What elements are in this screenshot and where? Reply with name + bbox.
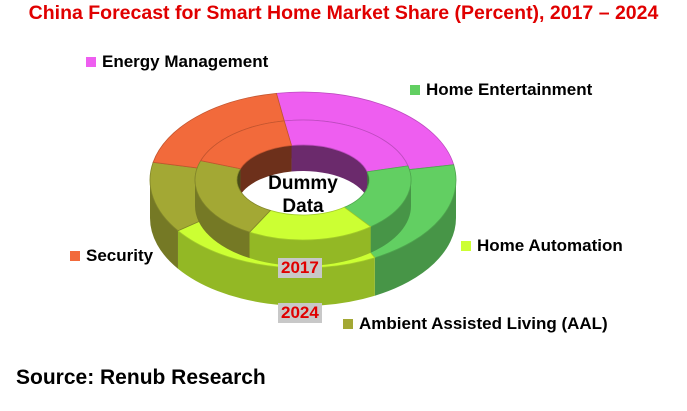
legend-swatch bbox=[461, 241, 471, 251]
center-label: Dummy Data bbox=[248, 172, 358, 218]
legend-item-security: Security bbox=[70, 246, 153, 266]
inner-2017-side-4 bbox=[195, 180, 250, 259]
legend-label: Home Automation bbox=[477, 236, 623, 255]
legend-item-energy-management: Energy Management bbox=[86, 52, 268, 72]
outer-2024-side-2 bbox=[374, 180, 456, 296]
legend-swatch bbox=[410, 85, 420, 95]
legend-label: Security bbox=[86, 246, 154, 265]
legend-item-home-entertainment: Home Entertainment bbox=[410, 80, 592, 100]
outer-2024-side-4 bbox=[150, 180, 178, 269]
legend-label: Energy Management bbox=[102, 52, 269, 71]
center-label-line-2: Data bbox=[282, 196, 324, 217]
year-label-2017: 2017 bbox=[278, 258, 322, 278]
center-label-line-1: Dummy bbox=[268, 173, 338, 194]
inner-2017-side-2 bbox=[370, 180, 411, 253]
legend-label: Ambient Assisted Living (AAL) bbox=[359, 314, 608, 333]
year-label-2024: 2024 bbox=[278, 303, 322, 323]
legend-label: Home Entertainment bbox=[426, 80, 593, 99]
legend-item-home-automation: Home Automation bbox=[461, 236, 623, 256]
legend-item-aal: Ambient Assisted Living (AAL) bbox=[343, 314, 608, 334]
inner-2017-inner-wall-1 bbox=[291, 145, 368, 198]
source-note: Source: Renub Research bbox=[16, 366, 266, 389]
outer-2024-side-3 bbox=[177, 230, 375, 307]
inner-ring-2017 bbox=[194, 119, 412, 267]
inner-2017-inner-wall-5 bbox=[240, 145, 292, 195]
legend-swatch bbox=[70, 251, 80, 261]
legend-swatch bbox=[343, 319, 353, 329]
legend-swatch bbox=[86, 57, 96, 67]
inner-2017-slice-security bbox=[200, 120, 293, 170]
chart-title: China Forecast for Smart Home Market Sha… bbox=[28, 2, 659, 24]
